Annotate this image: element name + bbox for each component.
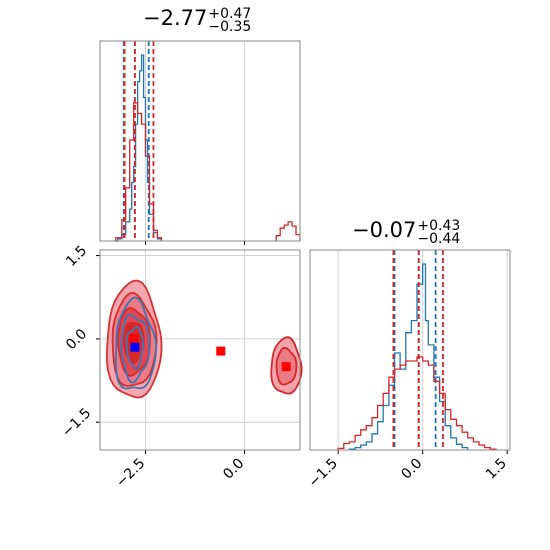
panel2-tick-label-y-2: 1.5: [63, 243, 90, 270]
panel3-frame: [309, 249, 511, 451]
panel3-tick-label-x-0: −1.5: [306, 456, 341, 491]
panel2-blue-contour-2: [125, 326, 144, 370]
panel1-title: −2.77 +0.47 −0.35: [143, 5, 252, 35]
panel2-red-marker-2: [281, 362, 291, 372]
panel1-hist-series-0: [113, 54, 163, 242]
panel2-blue-contour-1: [120, 313, 151, 384]
panel2-red-marker-0: [129, 334, 139, 344]
panel2-tick-label-y-1: 0.0: [63, 326, 90, 353]
panel2-blue-contour-0: [114, 296, 158, 390]
panel3-hist-series-1: [337, 356, 497, 450]
panel1-hist-series-1: [115, 102, 301, 241]
panel1-frame: [99, 40, 301, 242]
panel2-tick-label-y-0: −1.5: [59, 405, 94, 440]
panel2-tick-label-x-1: 0.0: [220, 456, 247, 483]
panel3-hist-series-0: [348, 263, 469, 450]
panel3-title: −0.07 +0.43 −0.44: [352, 217, 461, 247]
panel2-blue-marker: [130, 342, 140, 352]
panel3-tick-label-x-1: 0.0: [398, 456, 425, 483]
panel2-red-marker-1: [216, 346, 226, 356]
panel3-tick-label-x-2: 1.5: [483, 456, 510, 483]
panel2-tick-label-x-0: −2.5: [113, 456, 148, 491]
panel2-frame: [99, 249, 301, 451]
